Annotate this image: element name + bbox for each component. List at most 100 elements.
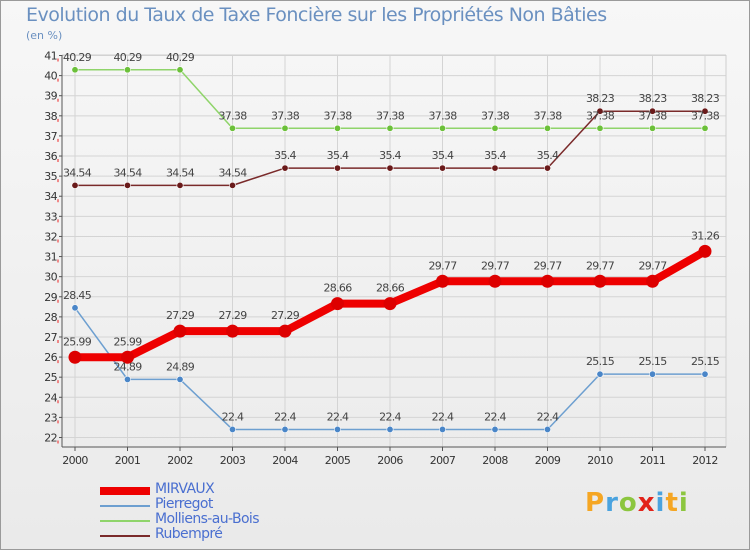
data-label-molliens-au-bois: 40.29 bbox=[63, 51, 92, 64]
y-tick-label: 27 bbox=[44, 331, 57, 344]
data-point-mirvaux bbox=[646, 274, 659, 288]
data-label-molliens-au-bois: 37.38 bbox=[691, 109, 720, 122]
x-tick-label: 2009 bbox=[535, 454, 561, 467]
y-tick-label: 31 bbox=[44, 251, 57, 264]
data-point-mirvaux bbox=[488, 274, 502, 288]
y-tick-label: 29 bbox=[44, 291, 57, 304]
y-tick-label: 32 bbox=[44, 230, 57, 243]
data-point-molliens-au-bois bbox=[701, 124, 709, 132]
data-point-pierregot bbox=[701, 370, 709, 378]
legend-label: Rubempré bbox=[155, 526, 223, 542]
x-tick-label: 2012 bbox=[692, 454, 718, 467]
data-label-rubempr: 35.4 bbox=[327, 149, 349, 162]
data-point-molliens-au-bois bbox=[543, 124, 551, 132]
x-tick-label: 2008 bbox=[482, 454, 508, 467]
y-tick-label: 40 bbox=[44, 70, 57, 83]
data-label-rubempr: 38.23 bbox=[639, 92, 668, 105]
y-tick-label: 38 bbox=[44, 110, 57, 123]
data-label-pierregot: 22.4 bbox=[537, 410, 559, 423]
logo-letter: P bbox=[585, 488, 606, 518]
data-point-molliens-au-bois bbox=[281, 124, 289, 132]
data-label-rubempr: 35.4 bbox=[537, 149, 559, 162]
data-label-pierregot: 25.15 bbox=[586, 355, 615, 368]
data-point-mirvaux bbox=[278, 324, 292, 338]
legend-swatch bbox=[100, 520, 150, 522]
y-tick-label: 26 bbox=[44, 351, 57, 364]
y-axis-ticks: 22 23 24 25 26 27 28 29 30 31 32 33 34 35 36 37 38 39 40 41 bbox=[44, 50, 62, 445]
data-point-rubempr bbox=[124, 181, 132, 189]
data-label-molliens-au-bois: 37.38 bbox=[534, 109, 563, 122]
data-point-rubempr bbox=[281, 164, 289, 172]
data-label-pierregot: 22.4 bbox=[379, 410, 401, 423]
data-point-mirvaux bbox=[331, 297, 344, 311]
data-point-molliens-au-bois bbox=[176, 66, 184, 74]
data-label-pierregot: 28.45 bbox=[63, 289, 92, 302]
y-tick-label: 23 bbox=[44, 411, 57, 424]
legend-swatch bbox=[100, 487, 150, 495]
logo-letter: t bbox=[665, 488, 679, 518]
data-label-rubempr: 35.4 bbox=[379, 149, 401, 162]
chart-title: Evolution du Taux de Taxe Foncière sur l… bbox=[26, 4, 607, 26]
data-point-pierregot bbox=[543, 425, 551, 433]
data-label-molliens-au-bois: 37.38 bbox=[586, 109, 615, 122]
data-label-molliens-au-bois: 40.29 bbox=[114, 51, 143, 64]
x-tick-label: 2004 bbox=[272, 454, 298, 467]
data-point-pierregot bbox=[71, 304, 79, 312]
data-point-molliens-au-bois bbox=[386, 124, 394, 132]
y-tick-label: 39 bbox=[44, 90, 57, 103]
data-label-mirvaux: 29.77 bbox=[639, 259, 668, 272]
data-label-rubempr: 35.4 bbox=[274, 149, 296, 162]
gridlines bbox=[62, 55, 726, 447]
legend-swatch bbox=[100, 535, 150, 537]
logo-letter: x bbox=[637, 488, 656, 518]
data-label-pierregot: 25.15 bbox=[691, 355, 720, 368]
data-point-rubempr bbox=[229, 181, 237, 189]
logo-letter: r bbox=[605, 488, 619, 518]
data-point-mirvaux bbox=[173, 324, 187, 338]
data-point-molliens-au-bois bbox=[438, 124, 446, 132]
data-point-pierregot bbox=[281, 425, 289, 433]
data-point-rubempr bbox=[491, 164, 499, 172]
data-point-mirvaux bbox=[698, 244, 712, 258]
series-group bbox=[68, 66, 712, 433]
data-label-rubempr: 35.4 bbox=[484, 149, 506, 162]
data-label-mirvaux: 27.29 bbox=[219, 309, 248, 322]
y-tick-label: 24 bbox=[44, 391, 57, 404]
data-label-mirvaux: 25.99 bbox=[114, 335, 143, 348]
data-label-rubempr: 34.54 bbox=[166, 166, 195, 179]
axes bbox=[61, 54, 727, 448]
data-label-mirvaux: 28.66 bbox=[324, 282, 353, 295]
data-point-rubempr bbox=[71, 181, 79, 189]
data-label-rubempr: 34.54 bbox=[63, 166, 92, 179]
data-label-mirvaux: 27.29 bbox=[271, 309, 300, 322]
data-point-pierregot bbox=[386, 425, 394, 433]
data-point-rubempr bbox=[648, 107, 656, 115]
data-point-mirvaux bbox=[436, 274, 449, 288]
data-point-rubempr bbox=[543, 164, 551, 172]
data-label-rubempr: 38.23 bbox=[586, 92, 615, 105]
data-point-mirvaux bbox=[68, 350, 82, 364]
data-label-mirvaux: 25.99 bbox=[63, 335, 92, 348]
logo-letter: i bbox=[678, 488, 689, 518]
x-tick-label: 2010 bbox=[587, 454, 613, 467]
data-point-molliens-au-bois bbox=[648, 124, 656, 132]
x-tick-label: 2001 bbox=[115, 454, 141, 467]
data-point-molliens-au-bois bbox=[491, 124, 499, 132]
x-axis-ticks: 2000 2001 2002 2003 2004 2005 2006 2007 2008 2009… bbox=[62, 447, 718, 467]
data-label-pierregot: 22.4 bbox=[274, 410, 296, 423]
data-label-pierregot: 22.4 bbox=[327, 410, 349, 423]
data-label-molliens-au-bois: 37.38 bbox=[219, 109, 248, 122]
logo-letter: i bbox=[655, 488, 666, 518]
legend-label: MIRVAUX bbox=[155, 481, 215, 497]
x-tick-label: 2000 bbox=[62, 454, 88, 467]
data-label-mirvaux: 29.77 bbox=[481, 259, 510, 272]
data-label-rubempr: 34.54 bbox=[114, 166, 143, 179]
data-label-pierregot: 22.4 bbox=[484, 410, 506, 423]
data-point-molliens-au-bois bbox=[124, 66, 132, 74]
data-label-molliens-au-bois: 40.29 bbox=[166, 51, 195, 64]
data-point-pierregot bbox=[229, 425, 237, 433]
y-tick-label: 33 bbox=[44, 210, 57, 223]
data-point-mirvaux bbox=[226, 324, 239, 338]
